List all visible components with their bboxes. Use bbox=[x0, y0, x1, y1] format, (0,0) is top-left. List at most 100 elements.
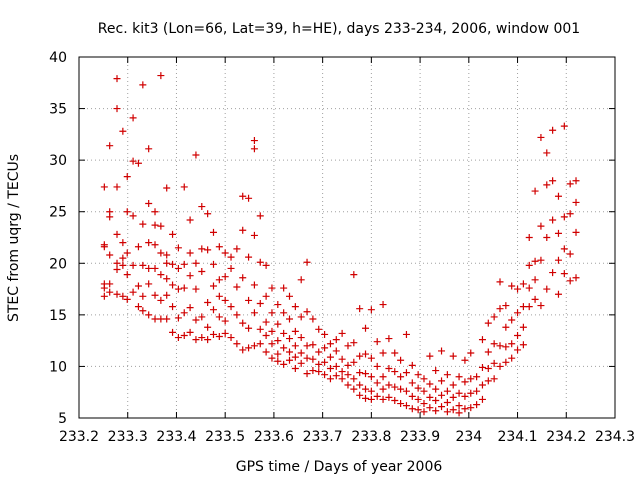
data-point bbox=[268, 309, 276, 317]
data-point bbox=[478, 381, 486, 389]
data-point bbox=[274, 337, 282, 345]
data-point bbox=[139, 81, 147, 89]
data-point bbox=[106, 142, 114, 150]
data-point bbox=[204, 210, 212, 218]
data-point bbox=[192, 151, 200, 159]
data-point bbox=[145, 280, 153, 288]
data-point bbox=[344, 342, 352, 350]
data-point bbox=[326, 375, 334, 383]
data-point bbox=[560, 245, 568, 253]
data-point bbox=[250, 137, 258, 145]
x-tick-label: 233.2 bbox=[59, 429, 99, 445]
data-point bbox=[291, 364, 299, 372]
data-point bbox=[106, 280, 114, 288]
data-point bbox=[286, 315, 294, 323]
data-point bbox=[391, 349, 399, 357]
data-point bbox=[157, 249, 165, 257]
data-point bbox=[209, 306, 217, 314]
data-point bbox=[204, 336, 212, 344]
data-point bbox=[274, 301, 282, 309]
data-point bbox=[461, 392, 469, 400]
data-point bbox=[268, 354, 276, 362]
data-point bbox=[151, 208, 159, 216]
data-point bbox=[221, 296, 229, 304]
data-point bbox=[113, 75, 121, 83]
y-tick-label: 20 bbox=[49, 256, 67, 272]
data-point bbox=[408, 379, 416, 387]
data-point bbox=[233, 245, 241, 253]
data-point bbox=[420, 387, 428, 395]
data-point bbox=[367, 373, 375, 381]
x-tick-label: 233.4 bbox=[156, 429, 196, 445]
data-point bbox=[268, 284, 276, 292]
x-tick-label: 234.3 bbox=[595, 429, 635, 445]
data-point bbox=[256, 258, 264, 266]
data-point bbox=[129, 157, 137, 165]
data-point bbox=[113, 259, 121, 267]
data-point bbox=[100, 243, 108, 251]
data-point bbox=[373, 362, 381, 370]
data-point bbox=[134, 243, 142, 251]
data-point bbox=[291, 303, 299, 311]
data-point bbox=[309, 355, 317, 363]
data-point bbox=[402, 402, 410, 410]
data-point bbox=[239, 226, 247, 234]
data-point bbox=[484, 319, 492, 327]
data-point bbox=[192, 336, 200, 344]
data-point bbox=[227, 334, 235, 342]
data-point bbox=[204, 246, 212, 254]
data-point bbox=[233, 340, 241, 348]
data-point bbox=[163, 259, 171, 267]
data-point bbox=[344, 371, 352, 379]
data-point bbox=[438, 403, 446, 411]
data-point bbox=[245, 296, 253, 304]
data-point bbox=[113, 290, 121, 298]
data-point bbox=[315, 360, 323, 368]
y-tick-label: 5 bbox=[58, 411, 67, 427]
data-point bbox=[525, 284, 533, 292]
data-point bbox=[566, 210, 574, 218]
data-point bbox=[215, 243, 223, 251]
data-point bbox=[227, 264, 235, 272]
data-point bbox=[443, 371, 451, 379]
data-point bbox=[350, 375, 358, 383]
data-point bbox=[100, 284, 108, 292]
data-point bbox=[362, 350, 370, 358]
data-point bbox=[198, 245, 206, 253]
data-point bbox=[379, 373, 387, 381]
x-tick-label: 234.1 bbox=[497, 429, 537, 445]
data-point bbox=[129, 114, 137, 122]
data-point bbox=[113, 230, 121, 238]
data-point bbox=[543, 149, 551, 157]
data-point bbox=[245, 344, 253, 352]
data-point bbox=[119, 254, 127, 262]
data-point bbox=[198, 313, 206, 321]
data-point bbox=[274, 320, 282, 328]
data-point bbox=[379, 385, 387, 393]
data-point bbox=[514, 346, 522, 354]
data-point bbox=[280, 309, 288, 317]
data-point bbox=[100, 183, 108, 191]
data-point bbox=[473, 401, 481, 409]
data-point bbox=[297, 276, 305, 284]
data-point bbox=[449, 381, 457, 389]
data-point bbox=[519, 280, 527, 288]
data-point bbox=[245, 194, 253, 202]
data-point bbox=[514, 331, 522, 339]
data-point bbox=[215, 333, 223, 341]
data-point bbox=[123, 208, 131, 216]
data-point bbox=[192, 316, 200, 324]
y-tick-label: 40 bbox=[49, 50, 67, 66]
data-point bbox=[221, 249, 229, 257]
data-point bbox=[502, 358, 510, 366]
data-point bbox=[478, 336, 486, 344]
data-points bbox=[100, 72, 580, 417]
data-point bbox=[367, 387, 375, 395]
data-point bbox=[467, 375, 475, 383]
data-point bbox=[268, 327, 276, 335]
data-point bbox=[344, 361, 352, 369]
data-point bbox=[250, 342, 258, 350]
data-point bbox=[209, 282, 217, 290]
data-point bbox=[537, 133, 545, 141]
data-point bbox=[268, 340, 276, 348]
